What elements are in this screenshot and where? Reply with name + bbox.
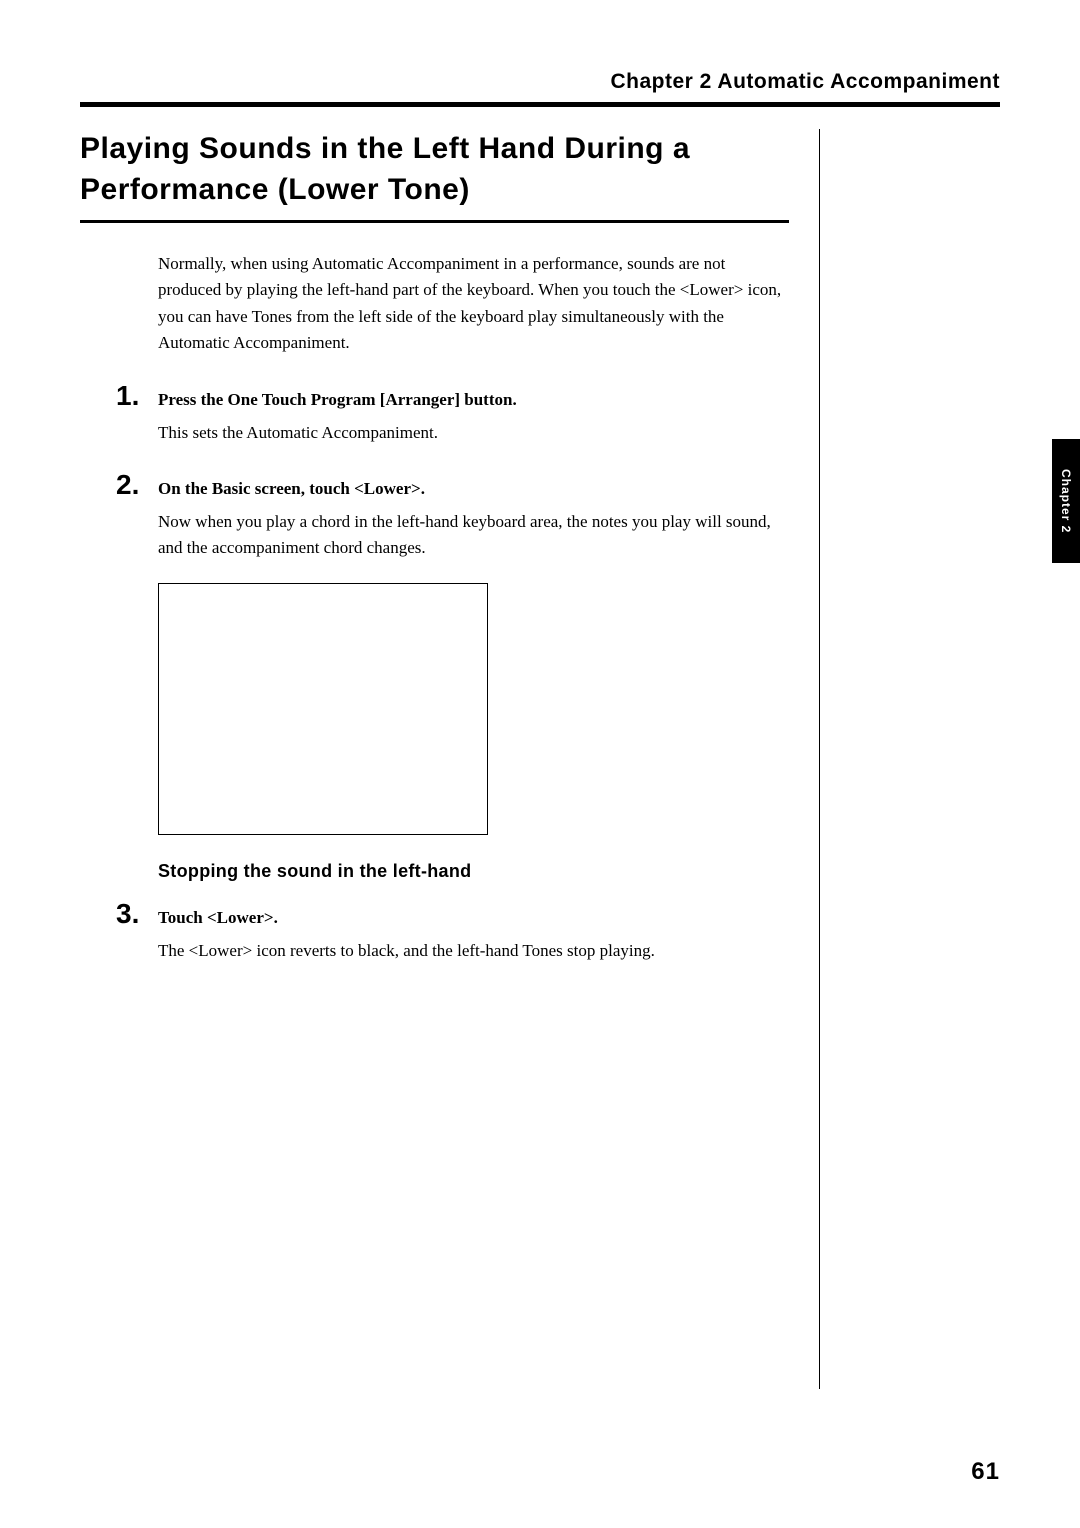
page-number: 61 [971, 1458, 1000, 1486]
page: Chapter 2 Automatic Accompaniment Playin… [0, 0, 1080, 1528]
step-3: 3. Touch <Lower>. [116, 898, 789, 930]
step-number: 1. [116, 380, 158, 412]
step-body: This sets the Automatic Accompaniment. [158, 420, 789, 446]
chapter-header: Chapter 2 Automatic Accompaniment [80, 70, 1000, 94]
section-title: Playing Sounds in the Left Hand During a… [80, 129, 789, 223]
intro-paragraph: Normally, when using Automatic Accompani… [158, 251, 789, 356]
step-2: 2. On the Basic screen, touch <Lower>. [116, 469, 789, 501]
left-column: Playing Sounds in the Left Hand During a… [80, 129, 820, 1389]
step-body: The <Lower> icon reverts to black, and t… [158, 938, 789, 964]
header-rule [80, 102, 1000, 107]
step-number: 3. [116, 898, 158, 930]
chapter-side-tab: Chapter 2 [1052, 439, 1080, 563]
step-number: 2. [116, 469, 158, 501]
step-heading: Press the One Touch Program [Arranger] b… [158, 384, 517, 410]
step-body: Now when you play a chord in the left-ha… [158, 509, 789, 562]
main-area: Playing Sounds in the Left Hand During a… [80, 129, 1000, 1389]
figure-placeholder [158, 583, 488, 835]
sub-heading: Stopping the sound in the left-hand [158, 861, 789, 882]
step-1: 1. Press the One Touch Program [Arranger… [116, 380, 789, 412]
step-heading: On the Basic screen, touch <Lower>. [158, 473, 425, 499]
step-heading: Touch <Lower>. [158, 902, 278, 928]
